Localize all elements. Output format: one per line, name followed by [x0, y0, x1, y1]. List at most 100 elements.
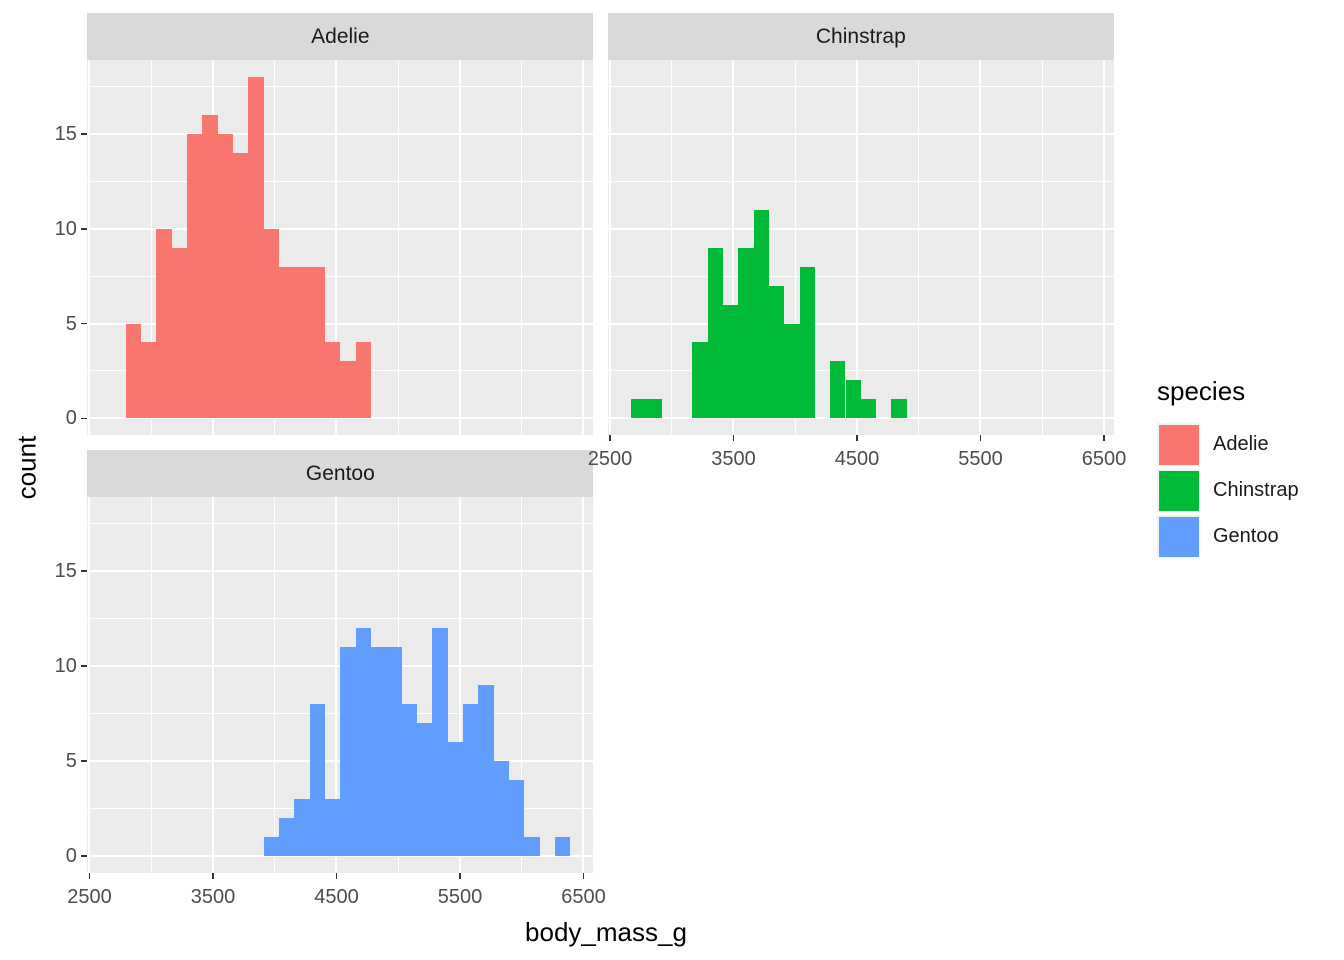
y-major-gridline: [607, 227, 1114, 230]
facet-panel-chinstrap: [607, 60, 1114, 436]
x-axis-tick: [335, 873, 338, 880]
y-minor-gridline: [87, 86, 594, 88]
x-minor-gridline: [671, 60, 673, 436]
facet-strip-label: Chinstrap: [815, 24, 906, 48]
histogram-bar: [340, 646, 356, 856]
y-axis-title: count: [11, 435, 42, 499]
histogram-bar: [860, 399, 877, 419]
gentoo-color-swatch: [1158, 516, 1199, 557]
histogram-bar: [722, 304, 739, 419]
histogram-bar: [294, 798, 310, 856]
y-axis-tick-label: 15: [54, 560, 77, 582]
y-minor-gridline: [87, 617, 594, 619]
histogram-bar: [156, 228, 172, 419]
y-major-gridline: [607, 322, 1114, 325]
x-axis-tick: [1103, 435, 1105, 442]
x-axis-tick: [856, 435, 858, 442]
x-major-gridline: [855, 60, 858, 436]
x-axis-tick: [732, 435, 735, 442]
histogram-bar: [171, 247, 187, 419]
x-major-gridline: [582, 496, 585, 874]
histogram-bar: [508, 779, 525, 856]
histogram-bar: [891, 399, 907, 419]
histogram-bar: [554, 836, 571, 856]
histogram-bar: [279, 266, 295, 419]
facet-strip-chinstrap: Chinstrap: [607, 13, 1114, 61]
y-minor-gridline: [607, 180, 1114, 182]
x-major-gridline: [1102, 60, 1105, 436]
histogram-bar: [646, 399, 662, 419]
histogram-bar: [768, 285, 785, 419]
x-axis-tick: [609, 435, 611, 442]
histogram-bar: [233, 152, 249, 419]
histogram-bar: [263, 836, 279, 856]
histogram-bar: [845, 380, 861, 419]
histogram-bar: [294, 266, 310, 419]
x-axis-tick-label: 2500: [67, 886, 112, 908]
x-axis-title: body_mass_g: [525, 917, 687, 947]
x-axis-tick: [88, 873, 91, 880]
adelie-color-swatch: [1158, 424, 1199, 465]
histogram-bar: [478, 684, 494, 856]
x-major-gridline: [335, 496, 338, 874]
y-axis-tick: [81, 570, 88, 572]
facet-strip-adelie: Adelie: [87, 13, 594, 61]
x-axis-tick-label: 3500: [190, 886, 236, 908]
histogram-bar: [799, 266, 815, 419]
y-axis-tick-label: 5: [65, 750, 77, 772]
x-major-gridline: [335, 60, 338, 436]
x-major-gridline: [979, 60, 982, 436]
x-major-gridline: [458, 496, 461, 874]
histogram-bar: [309, 703, 325, 856]
histogram-bar: [692, 342, 708, 419]
x-axis-tick: [212, 873, 214, 880]
y-axis-tick: [81, 133, 88, 135]
histogram-bar: [141, 342, 157, 419]
legend-key: [1157, 423, 1200, 466]
legend-item-chinstrap: Chinstrap: [1157, 469, 1299, 513]
histogram-bar: [462, 703, 479, 856]
facet-panel-gentoo: [87, 496, 594, 874]
histogram-bar: [324, 342, 341, 419]
legend-item-label: Chinstrap: [1213, 479, 1299, 502]
histogram-bar: [416, 722, 433, 856]
histogram-bar: [432, 627, 448, 856]
x-axis-tick-label: 6500: [561, 886, 606, 908]
y-axis-tick: [81, 760, 88, 762]
y-axis-tick: [81, 322, 88, 325]
x-major-gridline: [458, 60, 461, 436]
histogram-bar: [340, 361, 356, 419]
x-minor-gridline: [274, 496, 276, 874]
y-axis-tick-label: 0: [65, 845, 77, 867]
y-axis-tick-label: 15: [54, 123, 77, 146]
y-major-gridline: [607, 417, 1114, 420]
y-axis-tick: [81, 228, 88, 230]
histogram-bar: [355, 627, 371, 856]
y-major-gridline: [87, 854, 594, 857]
y-axis-tick: [81, 417, 88, 420]
x-major-gridline: [88, 496, 91, 874]
histogram-bar: [738, 247, 754, 419]
histogram-bar: [707, 247, 723, 419]
histogram-bar: [355, 342, 371, 419]
x-minor-gridline: [521, 496, 523, 874]
histogram-bar: [263, 228, 279, 419]
legend: species Adelie Chinstrap Gentoo: [1157, 376, 1299, 562]
y-major-gridline: [87, 417, 594, 420]
x-minor-gridline: [150, 60, 152, 436]
x-minor-gridline: [918, 60, 920, 436]
chinstrap-color-swatch: [1158, 470, 1199, 511]
histogram-bar: [630, 399, 647, 419]
histogram-bar: [753, 209, 769, 419]
legend-item-label: Gentoo: [1213, 525, 1279, 548]
legend-item-gentoo: Gentoo: [1157, 515, 1299, 559]
y-major-gridline: [87, 569, 594, 572]
x-minor-gridline: [794, 60, 796, 436]
y-axis-tick: [81, 855, 88, 857]
y-minor-gridline: [87, 180, 594, 182]
legend-item-label: Adelie: [1213, 433, 1269, 455]
x-minor-gridline: [150, 496, 152, 874]
y-major-gridline: [87, 322, 594, 325]
histogram-bar: [370, 646, 387, 856]
x-axis-tick-label: 5500: [437, 886, 483, 908]
